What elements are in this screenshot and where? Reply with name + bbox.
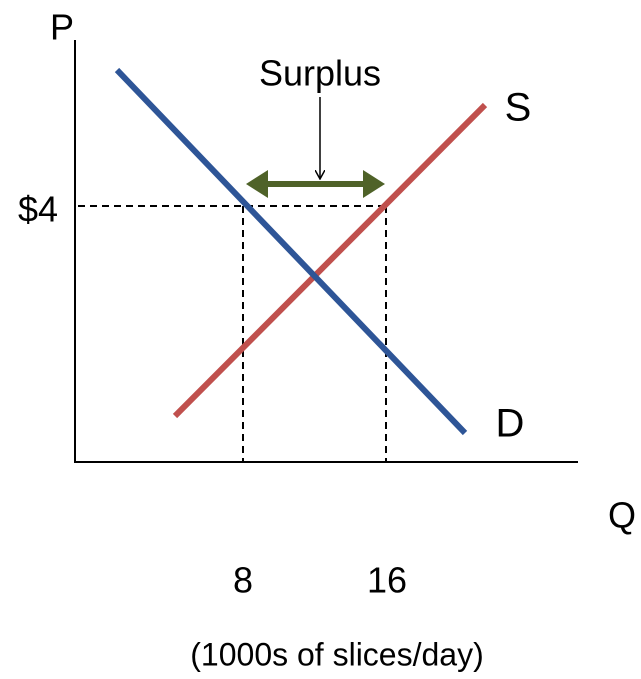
supply-label: S [505,86,532,130]
x-axis-label: Q [608,495,636,536]
price-label: $4 [18,189,58,230]
demand-curve [114,67,468,436]
y-axis-label: P [50,7,74,48]
quantity-label: 8 [233,560,253,601]
demand-label: D [496,402,525,446]
surplus-arrow [246,170,385,198]
quantity-label: 16 [367,560,407,601]
annotation: Surplus [259,53,381,94]
supply-curve [172,102,488,419]
x-unit: (1000s of slices/day) [190,636,483,672]
